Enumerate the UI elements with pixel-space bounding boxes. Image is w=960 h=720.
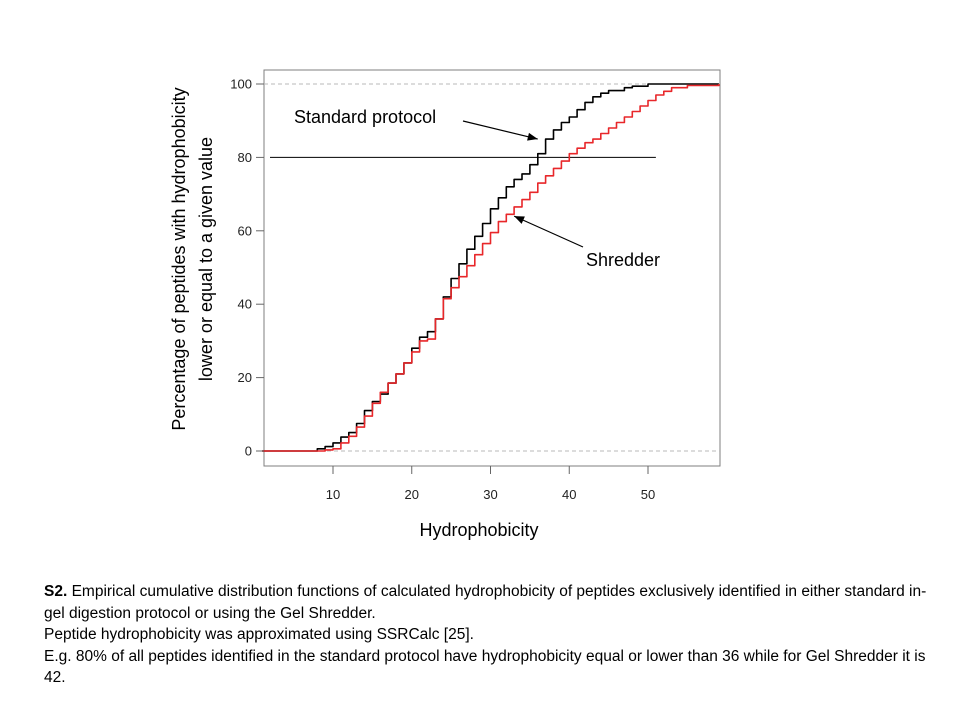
y-axis: 0 20 40 60 80 100: [230, 77, 264, 459]
x-tick-label-10: 10: [326, 487, 340, 502]
x-tick-label-20: 20: [405, 487, 419, 502]
annotation-arrow-standard-protocol: [462, 120, 538, 140]
figure-caption: S2. Empirical cumulative distribution fu…: [44, 581, 944, 689]
x-tick-label-30: 30: [483, 487, 497, 502]
y-tick-label-80: 80: [238, 150, 252, 165]
grid-lines: [264, 83, 720, 452]
y-axis-title-line2: lower or equal to a given value: [196, 137, 216, 381]
x-axis-title: Hydrophobicity: [419, 520, 538, 540]
series-layer: [262, 83, 720, 452]
annotation-label-standard-protocol: Standard protocol: [294, 107, 436, 127]
caption-label: S2.: [44, 583, 68, 600]
x-tick-label-40: 40: [562, 487, 576, 502]
y-tick-label-20: 20: [238, 370, 252, 385]
x-axis: 10 20 30 40 50: [326, 466, 655, 502]
y-tick-label-0: 0: [245, 444, 252, 459]
caption-line1: Empirical cumulative distribution functi…: [44, 583, 927, 622]
series-line-shredder: [262, 84, 720, 452]
annotation-arrow-shredder: [513, 215, 584, 248]
plot-border: [263, 69, 721, 467]
caption-line3: E.g. 80% of all peptides identified in t…: [44, 647, 926, 687]
y-tick-label-40: 40: [238, 297, 252, 312]
y-axis-title-line1: Percentage of peptides with hydrophobici…: [169, 87, 189, 430]
annotation-arrowhead-standard-protocol: [527, 132, 538, 141]
x-tick-label-50: 50: [641, 487, 655, 502]
annotation-arrowhead-shredder: [514, 216, 525, 224]
y-tick-label-60: 60: [238, 223, 252, 238]
y-axis-title: Percentage of peptides with hydrophobici…: [169, 87, 216, 430]
annotation-label-shredder: Shredder: [586, 250, 660, 270]
annotations: Standard protocol Shredder: [294, 107, 660, 270]
y-tick-label-100: 100: [230, 77, 252, 92]
ecdf-chart: 0 20 40 60 80 100 10 20 30 40 50 Standard protoco…: [169, 69, 721, 540]
plot-frame: [263, 69, 721, 467]
caption-line2: Peptide hydrophobicity was approximated …: [44, 626, 474, 643]
caption-paragraph: S2. Empirical cumulative distribution fu…: [44, 581, 944, 624]
